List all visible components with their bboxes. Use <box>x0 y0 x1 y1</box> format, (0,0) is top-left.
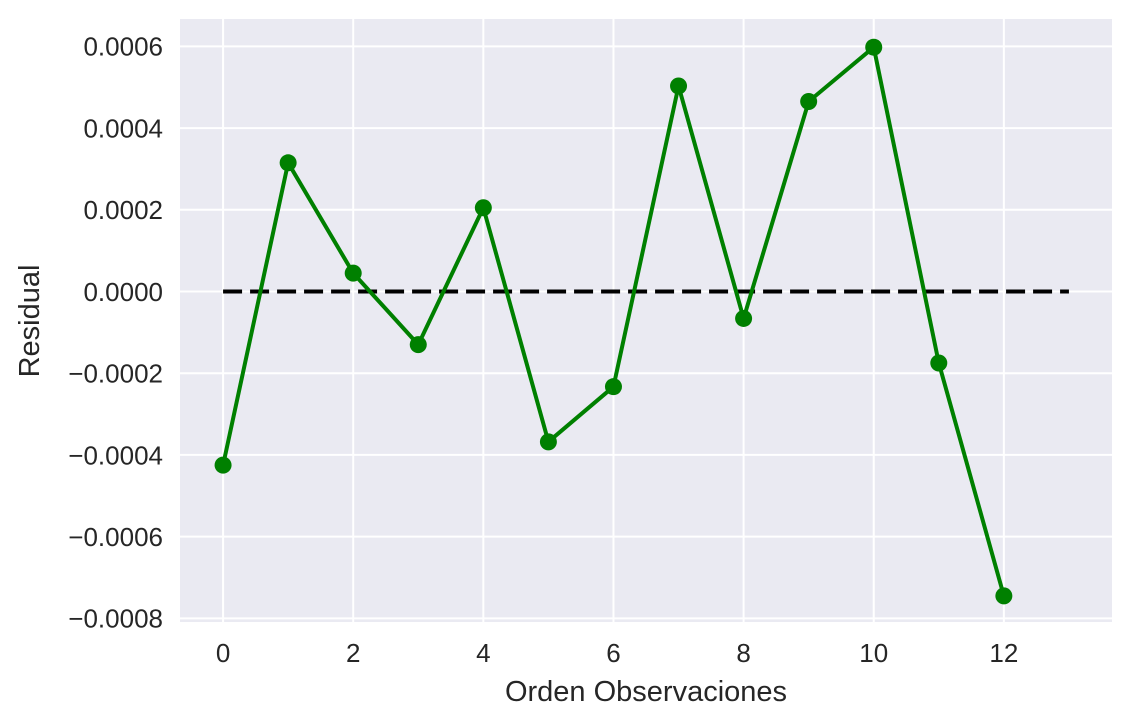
x-tick-label: 8 <box>736 638 750 668</box>
data-point-marker <box>930 354 948 372</box>
plot-area <box>180 19 1112 622</box>
axis-tick-labels: 0.0006 0.0004 0.0002 0.0000 −0.0002 −0.0004 −0… <box>68 32 1018 668</box>
y-tick-label: 0.0002 <box>83 195 163 225</box>
data-point-marker <box>474 199 492 217</box>
y-tick-label: −0.0006 <box>68 522 163 552</box>
data-point-marker <box>604 378 622 396</box>
x-tick-label: 2 <box>346 638 360 668</box>
y-tick-label: −0.0004 <box>68 440 163 470</box>
data-point-marker <box>735 309 753 327</box>
data-point-marker <box>539 433 557 451</box>
x-tick-label: 12 <box>989 638 1018 668</box>
x-tick-label: 4 <box>476 638 490 668</box>
data-point-marker <box>800 93 818 111</box>
data-point-marker <box>409 336 427 354</box>
data-point-marker <box>865 38 883 56</box>
data-point-marker <box>279 154 297 172</box>
data-point-marker <box>670 77 688 95</box>
y-tick-label: −0.0002 <box>68 359 163 389</box>
y-tick-label: 0.0000 <box>83 277 163 307</box>
x-tick-label: 0 <box>216 638 230 668</box>
data-point-marker <box>344 264 362 282</box>
x-axis-label: Orden Observaciones <box>505 676 787 708</box>
x-tick-label: 6 <box>606 638 620 668</box>
x-tick-label: 10 <box>859 638 888 668</box>
y-axis-label: Residual <box>14 265 46 378</box>
data-point-marker <box>995 587 1013 605</box>
y-tick-label: 0.0006 <box>83 32 163 62</box>
residual-line-series <box>214 38 1013 605</box>
data-point-marker <box>214 456 232 474</box>
y-tick-label: 0.0004 <box>83 113 163 143</box>
y-tick-label: −0.0008 <box>68 604 163 634</box>
